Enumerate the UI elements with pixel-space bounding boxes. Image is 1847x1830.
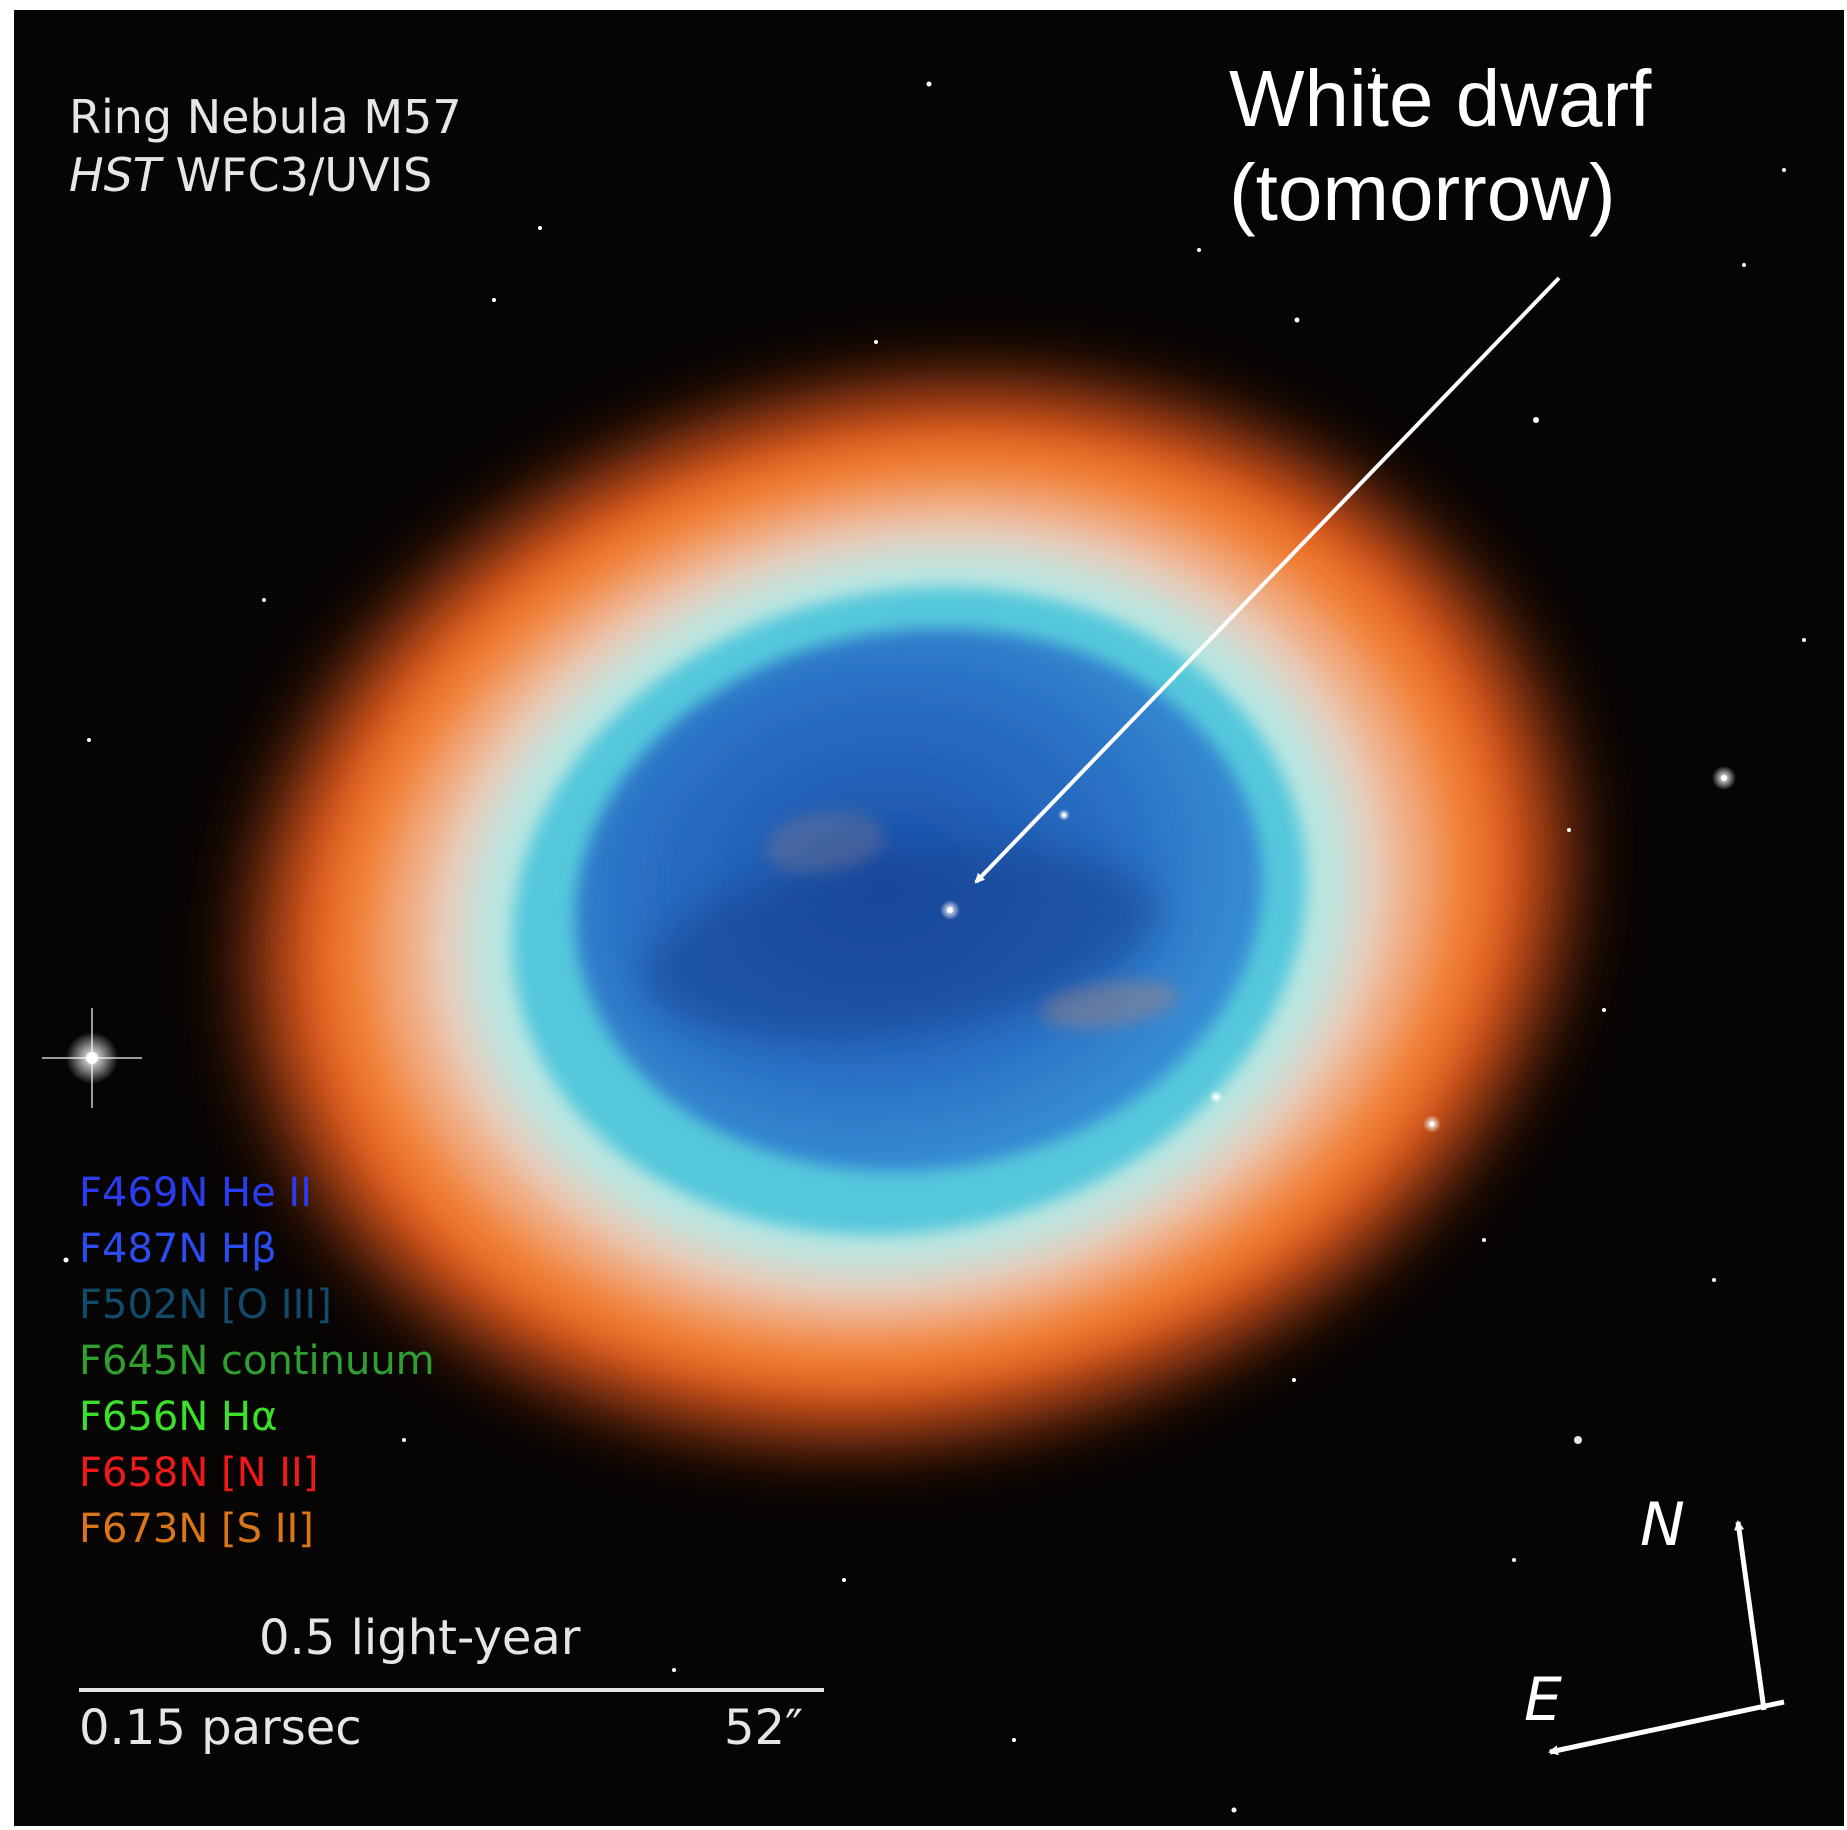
white-dwarf-star [940, 900, 960, 920]
filter-label: [N II] [221, 1450, 319, 1496]
field-stars [42, 68, 1806, 1813]
scale-bar-arcsec-label: 52″ [724, 1700, 804, 1756]
title-instrument-rest: WFC3/UVIS [160, 148, 433, 202]
compass-east-label: E [1524, 1665, 1562, 1735]
white-dwarf-annotation: White dwarf (tomorrow) [1229, 52, 1651, 240]
filter-item: F502N [O III] [79, 1277, 435, 1333]
scale-bar-parsec-label: 0.15 parsec [79, 1700, 362, 1756]
title-line-1: Ring Nebula M57 [69, 90, 462, 144]
title-line-2: HST WFC3/UVIS [69, 146, 462, 204]
filter-name: F656N [79, 1394, 209, 1440]
filter-label: He II [221, 1170, 312, 1216]
filter-label: continuum [221, 1338, 435, 1384]
image-title: Ring Nebula M57 HST WFC3/UVIS [69, 88, 462, 204]
filter-name: F502N [79, 1282, 209, 1328]
filter-item: F673N [S II] [79, 1501, 435, 1557]
filter-name: F487N [79, 1226, 209, 1272]
filter-label: Hβ [221, 1226, 277, 1272]
filter-item: F658N [N II] [79, 1445, 435, 1501]
ring-nebula-image [42, 68, 1806, 1813]
compass-north-label: N [1640, 1490, 1685, 1560]
filter-name: F469N [79, 1170, 209, 1216]
title-instrument-italic: HST [69, 148, 161, 202]
filter-item: F469N He II [79, 1165, 435, 1221]
image-frame: Ring Nebula M57 HST WFC3/UVIS White dwar… [14, 10, 1844, 1826]
annotation-line-1: White dwarf [1229, 54, 1652, 143]
filter-item: F645N continuum [79, 1333, 435, 1389]
filter-label: [O III] [221, 1282, 332, 1328]
annotation-arrow [974, 276, 1561, 884]
filter-name: F658N [79, 1450, 209, 1496]
filter-label: [S II] [221, 1506, 314, 1552]
filter-name: F645N [79, 1338, 209, 1384]
filter-name: F673N [79, 1506, 209, 1552]
scale-bar-top-label: 0.5 light-year [259, 1610, 581, 1666]
compass-arrows [1548, 1520, 1785, 1756]
filter-legend: F469N He II F487N Hβ F502N [O III] F645N… [79, 1165, 435, 1557]
filter-label: Hα [221, 1394, 278, 1440]
filter-item: F487N Hβ [79, 1221, 435, 1277]
annotation-line-2: (tomorrow) [1229, 148, 1616, 237]
filter-item: F656N Hα [79, 1389, 435, 1445]
